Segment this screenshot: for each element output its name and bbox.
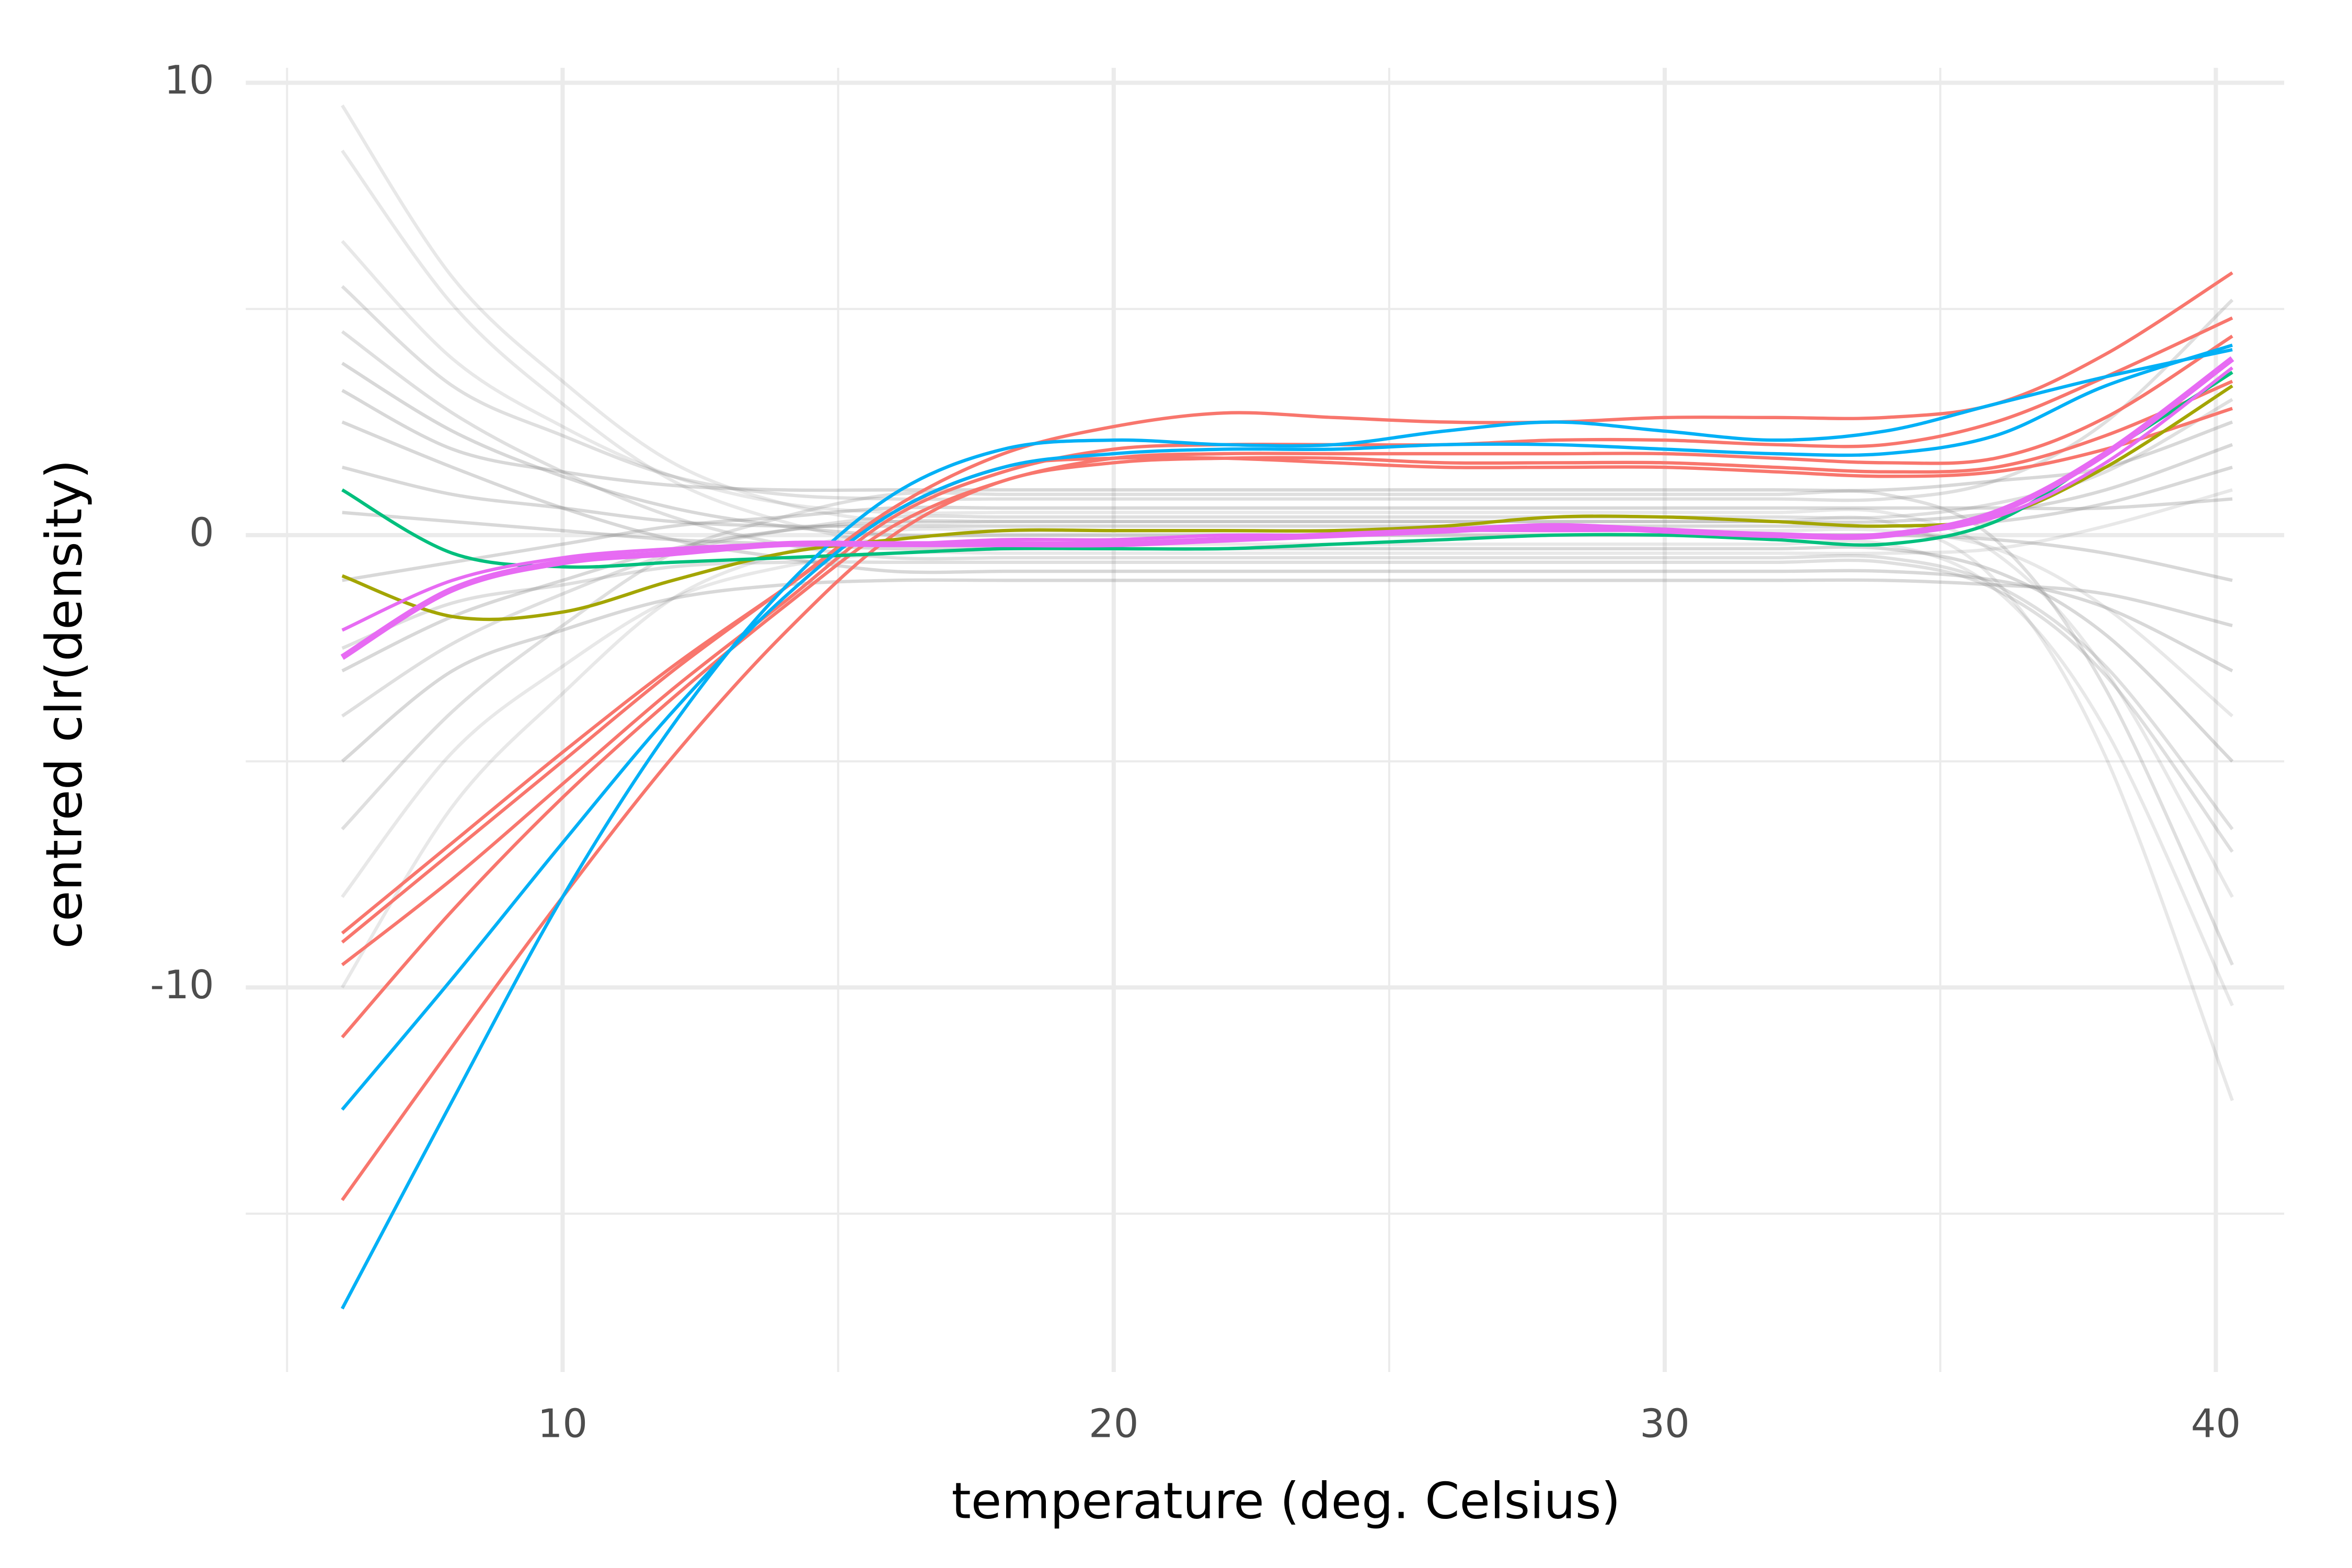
y-tick-label: 0 [189,509,214,555]
series-line [341,398,2233,718]
series-line [342,511,2234,763]
series-line [341,371,2233,569]
series-line [341,420,2233,673]
series-line [341,389,2233,492]
series-line [341,330,2234,831]
series-line [341,285,2234,502]
grid [246,67,2285,1372]
series-line [341,335,2233,1039]
y-tick-label: 10 [164,57,214,103]
series-line [340,356,2234,660]
series-line [342,497,2233,582]
x-tick-label: 20 [1089,1400,1138,1446]
x-tick-label: 30 [1640,1400,1689,1446]
lines [340,104,2234,1310]
series-line [341,379,2233,1201]
y-tick-label: -10 [150,962,214,1008]
series-line [340,348,2233,1310]
series-line [341,489,2234,966]
series-line [341,407,2233,935]
series-line [341,343,2233,1111]
series-line [341,558,2234,853]
series-line [341,578,2233,763]
series-line [341,149,2234,1007]
y-axis-title: centred clr(density) [36,459,94,949]
series-line [341,488,2233,898]
x-axis-title: temperature (deg. Celsius) [951,1473,1620,1530]
series-line [341,384,2233,621]
series-line [340,527,2234,988]
series-line [341,271,2233,944]
series-line [341,104,2234,1101]
x-tick-label: 10 [538,1400,587,1446]
x-tick-label: 40 [2191,1400,2241,1446]
